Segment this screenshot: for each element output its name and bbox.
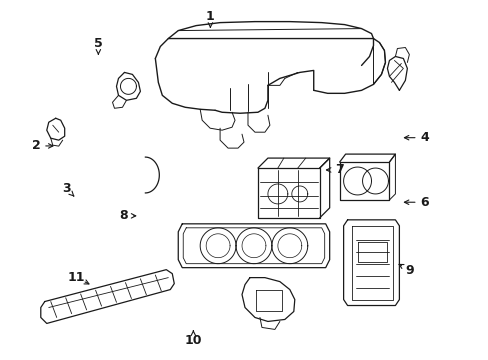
Text: 7: 7 xyxy=(334,163,343,176)
Text: 6: 6 xyxy=(420,196,428,209)
Text: 9: 9 xyxy=(405,264,414,277)
Text: 3: 3 xyxy=(62,183,71,195)
Text: 2: 2 xyxy=(32,139,41,152)
Text: 5: 5 xyxy=(94,37,102,50)
Text: 10: 10 xyxy=(184,334,202,347)
Text: 4: 4 xyxy=(420,131,428,144)
Text: 8: 8 xyxy=(119,210,128,222)
Text: 1: 1 xyxy=(205,10,214,23)
Text: 11: 11 xyxy=(67,271,85,284)
